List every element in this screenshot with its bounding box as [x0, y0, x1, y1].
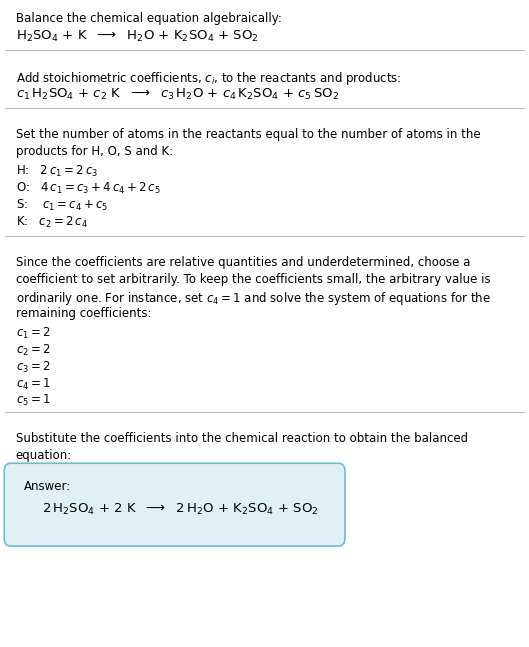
Text: remaining coefficients:: remaining coefficients: [16, 307, 151, 320]
Text: $c_5 = 1$: $c_5 = 1$ [16, 393, 51, 408]
Text: $c_1\,\mathregular{H_2SO_4}$ + $c_2$ K  $\longrightarrow$  $c_3\,\mathregular{H_: $c_1\,\mathregular{H_2SO_4}$ + $c_2$ K $… [16, 87, 339, 102]
Text: K:   $c_2 = 2\,c_4$: K: $c_2 = 2\,c_4$ [16, 215, 88, 230]
Text: O:   $4\,c_1 = c_3 + 4\,c_4 + 2\,c_5$: O: $4\,c_1 = c_3 + 4\,c_4 + 2\,c_5$ [16, 181, 161, 196]
Text: $c_4 = 1$: $c_4 = 1$ [16, 377, 51, 391]
Text: Since the coefficients are relative quantities and underdetermined, choose a: Since the coefficients are relative quan… [16, 256, 470, 269]
Text: H:   $2\,c_1 = 2\,c_3$: H: $2\,c_1 = 2\,c_3$ [16, 164, 98, 179]
Text: coefficient to set arbitrarily. To keep the coefficients small, the arbitrary va: coefficient to set arbitrarily. To keep … [16, 273, 490, 286]
Text: $c_1 = 2$: $c_1 = 2$ [16, 326, 51, 341]
Text: Substitute the coefficients into the chemical reaction to obtain the balanced: Substitute the coefficients into the che… [16, 432, 468, 445]
Text: Set the number of atoms in the reactants equal to the number of atoms in the: Set the number of atoms in the reactants… [16, 128, 480, 141]
Text: ordinarily one. For instance, set $c_4 = 1$ and solve the system of equations fo: ordinarily one. For instance, set $c_4 =… [16, 290, 491, 307]
Text: Answer:: Answer: [24, 480, 71, 493]
Text: products for H, O, S and K:: products for H, O, S and K: [16, 145, 173, 158]
Text: $c_3 = 2$: $c_3 = 2$ [16, 360, 51, 375]
Text: $c_2 = 2$: $c_2 = 2$ [16, 343, 51, 358]
FancyBboxPatch shape [4, 463, 345, 546]
Text: $\mathregular{H_2SO_4}$ + K  $\longrightarrow$  $\mathregular{H_2O}$ + $\mathreg: $\mathregular{H_2SO_4}$ + K $\longrighta… [16, 28, 259, 43]
Text: Balance the chemical equation algebraically:: Balance the chemical equation algebraica… [16, 12, 282, 25]
Text: S:    $c_1 = c_4 + c_5$: S: $c_1 = c_4 + c_5$ [16, 198, 108, 213]
Text: equation:: equation: [16, 449, 72, 462]
Text: $2\,\mathregular{H_2SO_4}$ + 2 K  $\longrightarrow$  $2\,\mathregular{H_2O}$ + $: $2\,\mathregular{H_2SO_4}$ + 2 K $\longr… [42, 502, 319, 517]
Text: Add stoichiometric coefficients, $c_i$, to the reactants and products:: Add stoichiometric coefficients, $c_i$, … [16, 70, 402, 87]
